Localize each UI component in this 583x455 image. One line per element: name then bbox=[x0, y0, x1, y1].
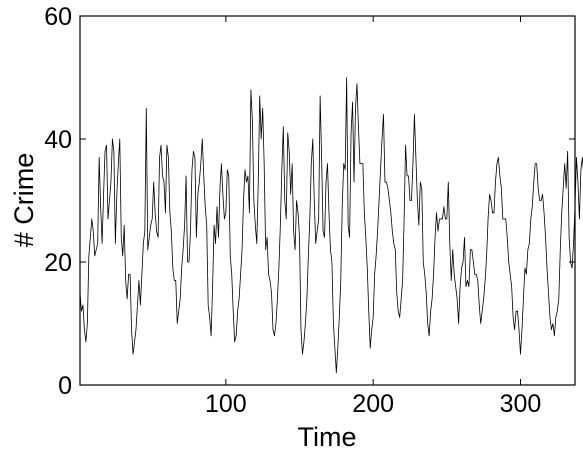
y-tick-label: 0 bbox=[58, 372, 72, 400]
y-tick-label: 20 bbox=[44, 249, 72, 277]
x-tick-label: 300 bbox=[500, 390, 542, 418]
crime-series-line bbox=[79, 77, 583, 374]
tick-labels: 100 200 300 0 20 40 60 bbox=[44, 3, 541, 418]
plot-background bbox=[80, 16, 575, 385]
x-tick-label: 200 bbox=[352, 390, 394, 418]
y-axis-label: # Crime bbox=[9, 153, 39, 248]
x-axis-label: Time bbox=[298, 422, 357, 452]
x-tick-label: 100 bbox=[205, 390, 247, 418]
y-tick-label: 60 bbox=[44, 3, 72, 31]
y-tick-label: 40 bbox=[44, 126, 72, 154]
plot-frame bbox=[79, 15, 576, 386]
